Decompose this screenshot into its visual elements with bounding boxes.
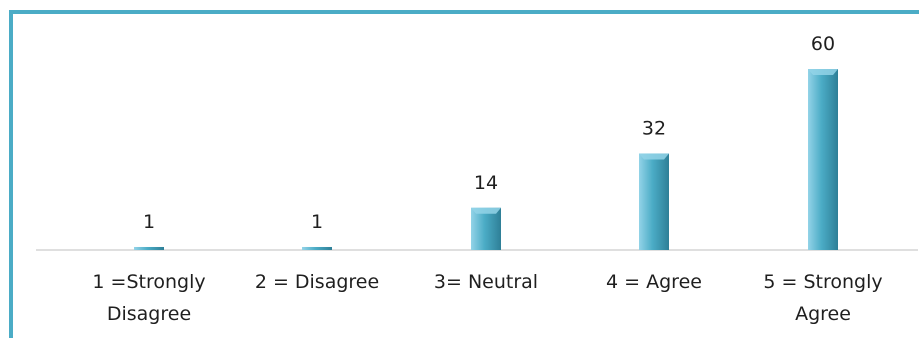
tick-label-2: 2 = Disagree (255, 271, 379, 293)
tick-label-4: 4 = Agree (606, 271, 702, 293)
bar-2 (302, 246, 332, 250)
tick-labels-group: 1 =Strongly Disagree 2 = Disagree 3= Neutra… (92, 271, 882, 325)
bar-1 (134, 246, 164, 250)
data-label-3: 14 (474, 172, 498, 194)
data-label-5: 60 (811, 33, 835, 55)
bar-cap-3 (471, 207, 501, 214)
chart-frame (9, 10, 919, 338)
bar-3 (471, 207, 501, 250)
data-labels-group: 1 1 14 32 60 (143, 33, 835, 233)
data-label-2: 1 (311, 211, 323, 233)
bar-4 (639, 153, 669, 250)
data-label-1: 1 (143, 211, 155, 233)
bar-cap-5 (808, 69, 838, 75)
bar-cap-4 (639, 153, 669, 160)
bars-group (134, 69, 838, 250)
tick-label-5: 5 = Strongly Agree (763, 271, 882, 325)
bar-5 (808, 69, 838, 250)
tick-label-3: 3= Neutral (434, 271, 538, 293)
data-label-4: 32 (642, 117, 666, 139)
tick-label-1: 1 =Strongly Disagree (92, 271, 205, 325)
